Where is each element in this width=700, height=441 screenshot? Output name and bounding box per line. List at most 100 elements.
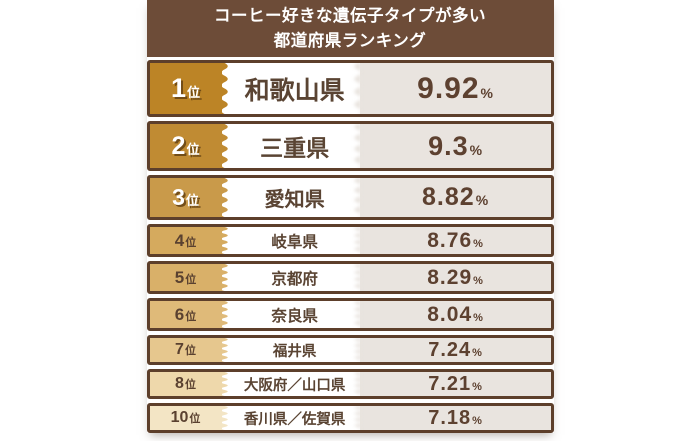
percentage: 7.18 % [360,406,551,430]
rank-label: 10 位 [171,409,201,427]
prefecture-name: 奈良県 [271,307,318,325]
rank-suffix: 位 [184,379,196,391]
percentage: 8.29 % [360,264,551,291]
ranking-row: 8 位 大阪府／山口県 7.21 % [146,369,554,399]
percentage: 9.3 % [360,124,551,168]
rank-number: 1 [170,73,186,103]
rank-suffix: 位 [185,310,197,323]
rank-suffix: 位 [184,345,196,357]
value-panel-wave-edge [353,63,361,114]
ranking-row: 5 位 京都府 8.29 % [146,261,554,294]
row-body: 香川県／佐賀県 7.18 % [222,406,551,430]
rank-badge: 10 位 [149,406,228,430]
rank-label: 5 位 [175,268,196,288]
rank-suffix: 位 [185,193,199,208]
prefecture-name: 京都府 [271,270,318,288]
value-panel [353,227,551,254]
percentage-unit: % [469,141,483,158]
row-body: 福井県 7.24 % [222,338,551,362]
value-panel-wave-edge [353,338,361,362]
percentage: 9.92 % [360,63,551,114]
percentage-unit: % [472,414,482,427]
ranking-card: コーヒー好きな遺伝子タイプが多い 都道府県ランキング 1 位 和歌山県 9. [146,0,554,433]
title-line2: 都道府県ランキング [273,31,427,50]
rank-suffix: 位 [185,236,197,249]
rank-label: 7 位 [175,341,196,359]
percentage-unit: % [473,311,483,324]
ranking-list: 1 位 和歌山県 9.92 % 2 [146,60,554,433]
percentage-value: 9.92 [417,71,480,105]
rank-suffix: 位 [186,141,200,157]
value-panel [353,301,551,328]
ranking-row: 10 位 香川県／佐賀県 7.18 % [146,403,554,433]
value-panel-wave-edge [353,124,361,168]
percentage-inner: 8.82 % [422,183,488,212]
percentage-value: 7.18 [428,406,472,429]
percentage-unit: % [472,346,482,359]
percentage-inner: 8.29 % [427,266,483,290]
value-panel [353,178,551,217]
ranking-row: 1 位 和歌山県 9.92 % [146,60,554,117]
percentage-unit: % [472,380,482,393]
value-panel [353,338,551,362]
value-panel-wave-edge [353,372,361,396]
rank-number: 6 [174,304,185,324]
percentage-value: 8.29 [427,265,473,289]
value-panel-wave-edge [353,406,361,430]
prefecture-name: 福井県 [272,343,317,360]
rank-badge: 7 位 [149,338,228,362]
rank-number: 8 [175,375,184,392]
title-bar: コーヒー好きな遺伝子タイプが多い 都道府県ランキング [146,0,554,57]
rank-label: 1 位 [171,73,200,104]
rank-number: 10 [170,409,189,426]
row-body: 和歌山県 9.92 % [222,63,551,114]
rank-badge: 3 位 [149,178,228,217]
percentage-inner: 7.24 % [428,339,482,362]
value-panel [353,124,551,168]
badge-wave-edge [220,264,228,291]
percentage-inner: 9.92 % [417,72,493,106]
value-panel [353,63,551,114]
prefecture-name: 三重県 [260,135,330,161]
badge-wave-edge [220,124,228,168]
ranking-row: 3 位 愛知県 8.82 % [146,175,554,220]
prefecture-name: 香川県／佐賀県 [243,411,346,428]
row-body: 三重県 9.3 % [222,124,551,168]
percentage: 8.76 % [360,227,551,254]
percentage-inner: 7.18 % [428,407,482,430]
percentage-value: 7.21 [428,372,472,395]
value-panel-wave-edge [353,301,361,328]
badge-wave-edge [220,178,228,217]
badge-wave-edge [220,227,228,254]
rank-suffix: 位 [185,273,197,286]
value-panel-wave-edge [353,227,361,254]
rank-label: 4 位 [175,231,196,251]
ranking-row: 2 位 三重県 9.3 % [146,121,554,171]
row-body: 京都府 8.29 % [222,264,551,291]
badge-wave-edge [220,63,228,114]
percentage-value: 9.3 [428,130,469,161]
badge-wave-edge [220,338,228,362]
percentage: 8.82 % [360,178,551,217]
percentage-inner: 8.76 % [427,229,483,253]
percentage: 8.04 % [360,301,551,328]
percentage-inner: 9.3 % [428,131,482,162]
prefecture-name: 大阪府／山口県 [243,377,346,394]
rank-suffix: 位 [189,413,201,425]
percentage-value: 8.82 [422,183,475,211]
rank-number: 2 [171,131,186,160]
prefecture-name: 愛知県 [264,189,325,211]
rank-label: 8 位 [175,375,196,393]
rank-badge: 1 位 [149,63,228,114]
rank-badge: 2 位 [149,124,228,168]
ranking-row: 4 位 岐阜県 8.76 % [146,224,554,257]
percentage-inner: 7.21 % [428,373,482,396]
row-body: 愛知県 8.82 % [222,178,551,217]
prefecture-name: 岐阜県 [271,233,318,251]
value-panel-wave-edge [353,264,361,291]
value-panel [353,264,551,291]
percentage-unit: % [473,237,483,250]
rank-label: 2 位 [172,132,200,161]
rank-badge: 8 位 [149,372,228,396]
